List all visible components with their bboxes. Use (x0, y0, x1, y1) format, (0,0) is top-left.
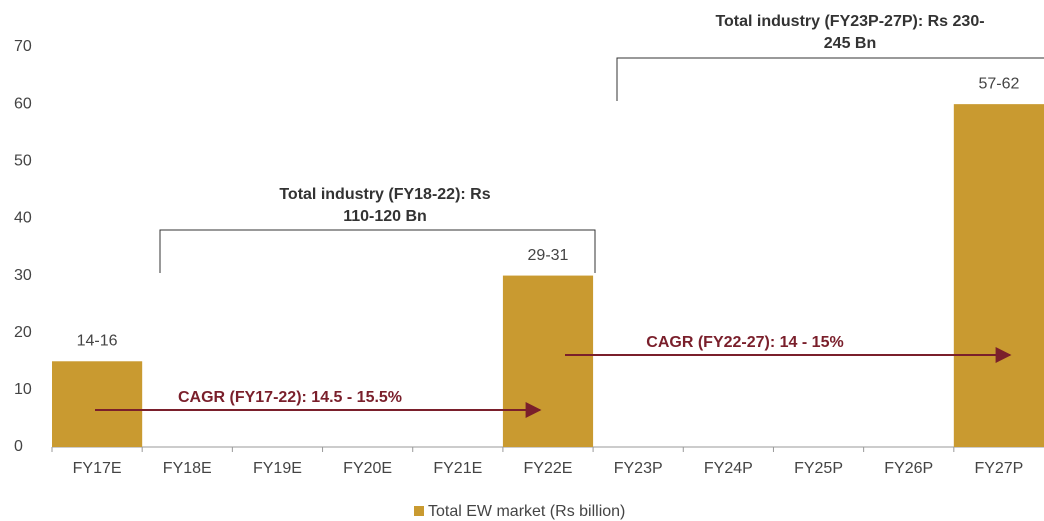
y-tick-label: 30 (14, 267, 32, 284)
y-tick-label: 40 (14, 210, 32, 227)
bracket (616, 57, 1044, 101)
y-tick-label: 0 (14, 438, 23, 455)
x-tick-label: FY23P (614, 460, 663, 477)
x-tick-label: FY18E (163, 460, 212, 477)
annotation: CAGR (FY17-22): 14.5 - 15.5% (178, 389, 402, 406)
x-tick-label: FY22E (524, 460, 573, 477)
y-tick-label: 60 (14, 95, 32, 112)
annotation: 245 Bn (824, 35, 876, 52)
annotation: Total industry (FY23P-27P): Rs 230- (715, 13, 984, 30)
x-tick-label: FY25P (794, 460, 843, 477)
annotation: CAGR (FY22-27): 14 - 15% (646, 334, 843, 351)
x-tick-label: FY21E (433, 460, 482, 477)
y-tick-label: 20 (14, 324, 32, 341)
legend-label: Total EW market (Rs billion) (428, 503, 625, 520)
y-tick-label: 10 (14, 381, 32, 398)
value-label: 29-31 (528, 247, 569, 264)
x-tick-label: FY27P (974, 460, 1023, 477)
annotation: Total industry (FY18-22): Rs (279, 186, 490, 203)
bar (52, 361, 143, 447)
bracket (159, 229, 596, 273)
y-tick-label: 70 (14, 38, 32, 55)
legend-swatch (414, 506, 424, 516)
bar (502, 275, 594, 447)
x-tick-label: FY20E (343, 460, 392, 477)
x-tick-label: FY24P (704, 460, 753, 477)
value-label: 57-62 (978, 75, 1019, 92)
value-label: 14-16 (77, 333, 118, 350)
y-tick-label: 50 (14, 153, 32, 170)
x-tick-label: FY17E (73, 460, 122, 477)
annotation: 110-120 Bn (343, 208, 427, 225)
x-tick-label: FY19E (253, 460, 302, 477)
x-tick-label: FY26P (884, 460, 933, 477)
bar (953, 104, 1044, 448)
